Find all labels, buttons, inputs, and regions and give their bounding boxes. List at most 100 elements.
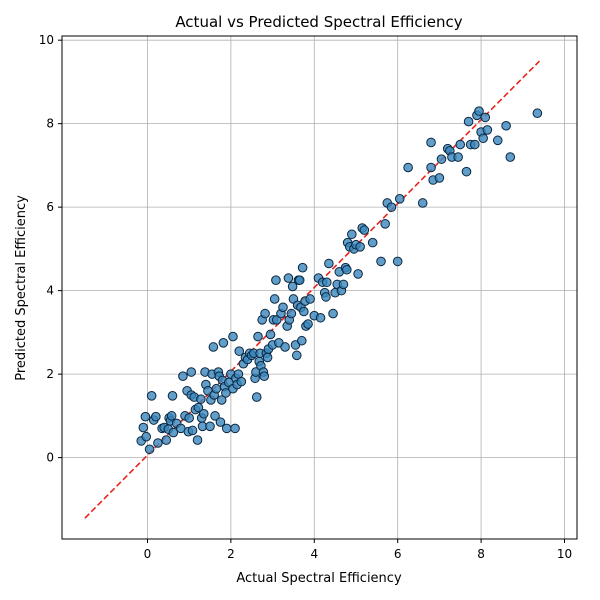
data-point [321, 292, 331, 302]
x-axis-label: Actual Spectral Efficiency [236, 571, 402, 586]
data-point [505, 152, 516, 162]
data-point [211, 383, 222, 394]
data-point [210, 411, 220, 421]
data-point [376, 256, 386, 267]
data-point [299, 306, 309, 317]
data-point [455, 139, 466, 150]
data-point [138, 422, 149, 433]
data-point [532, 108, 543, 119]
data-point [283, 273, 294, 283]
x-tick-label: 8 [477, 547, 485, 561]
data-point [230, 423, 240, 434]
data-point [265, 329, 276, 340]
data-point [480, 112, 491, 123]
data-point [228, 331, 238, 342]
plot-frame [61, 35, 578, 540]
data-point [482, 125, 493, 135]
data-point [278, 302, 288, 313]
data-point [403, 162, 413, 173]
data-point [151, 411, 161, 422]
data-point [221, 423, 232, 434]
data-point [269, 294, 280, 304]
data-point [297, 262, 308, 273]
data-point [280, 342, 290, 352]
chart-title: Actual vs Predicted Spectral Efficiency [175, 13, 462, 31]
data-point [386, 202, 397, 212]
data-point [251, 392, 262, 402]
data-point [215, 417, 226, 427]
y-tick-label: 0 [46, 451, 54, 465]
data-point [196, 394, 206, 404]
data-point [205, 421, 215, 432]
data-point [394, 193, 405, 204]
data-point [294, 275, 305, 285]
data-point [453, 152, 463, 162]
data-point [234, 346, 245, 356]
data-point [186, 367, 197, 377]
data-point [291, 350, 302, 361]
data-point [417, 198, 428, 208]
y-tick-label: 2 [46, 367, 54, 381]
data-point [463, 116, 474, 127]
data-point [321, 277, 332, 288]
data-point [324, 258, 334, 269]
data-point [208, 342, 219, 352]
data-point [367, 237, 378, 248]
data-point [315, 312, 326, 323]
y-axis-label: Predicted Spectral Efficiency [14, 195, 29, 381]
data-point [478, 133, 488, 144]
data-point [216, 395, 227, 405]
data-point [144, 444, 155, 455]
data-point [236, 376, 247, 387]
data-point [218, 338, 229, 348]
data-point [167, 391, 178, 401]
data-point [355, 242, 365, 252]
x-tick-label: 6 [394, 547, 402, 561]
data-point [492, 135, 503, 146]
data-point [178, 371, 188, 382]
data-point [434, 173, 445, 183]
data-point [141, 431, 152, 442]
x-tick-label: 4 [310, 547, 318, 561]
data-point [161, 435, 172, 445]
data-point [187, 425, 198, 436]
data-points [136, 106, 543, 455]
data-point [296, 335, 307, 346]
data-point [338, 279, 349, 290]
data-point [153, 438, 163, 448]
y-tick-label: 6 [46, 200, 54, 214]
data-point [262, 352, 273, 363]
data-point [271, 275, 281, 285]
data-point [287, 281, 298, 292]
data-point [436, 154, 447, 164]
data-point [426, 162, 436, 173]
data-point [166, 411, 177, 421]
data-point [198, 408, 209, 419]
data-point [259, 371, 270, 382]
data-point [260, 308, 270, 319]
grid [62, 36, 577, 539]
data-point [426, 137, 436, 148]
data-point [501, 120, 511, 131]
data-point [253, 331, 263, 342]
data-point [146, 391, 157, 401]
data-point [359, 225, 370, 235]
data-point [353, 269, 363, 279]
data-point [140, 411, 151, 422]
data-point [221, 388, 231, 398]
data-point [474, 106, 484, 116]
data-point [303, 319, 313, 329]
data-point [184, 413, 194, 423]
data-point [392, 256, 403, 267]
axis-ticks: 0 2 4 6 8 10 0 2 4 6 8 10 [39, 33, 572, 561]
y-tick-label: 10 [39, 33, 54, 47]
data-point [286, 308, 297, 319]
data-point [328, 308, 338, 319]
data-point [305, 294, 315, 304]
y-tick-label: 4 [46, 284, 54, 298]
data-point [168, 427, 179, 438]
y-tick-label: 8 [46, 117, 54, 131]
data-point [470, 139, 480, 150]
